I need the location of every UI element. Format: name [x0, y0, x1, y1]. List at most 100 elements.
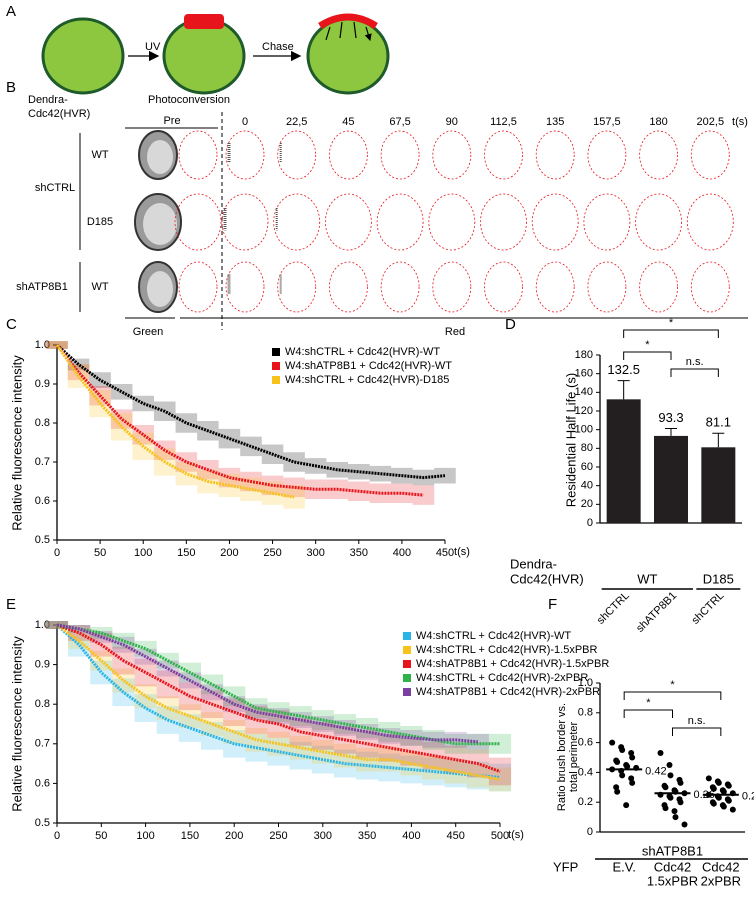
x-tick-label: 1.5xPBR	[647, 873, 698, 888]
red-outline	[639, 130, 678, 180]
red-outline	[587, 261, 627, 313]
y-axis-label: Residential Half Life (s)	[563, 373, 578, 507]
y-tick-label: 0.6	[35, 495, 50, 507]
photoconversion-label: Photoconversion	[148, 94, 230, 106]
x-tick-label: shCTRL	[595, 590, 632, 627]
x-tick-label: 0	[54, 547, 60, 559]
data-point	[629, 754, 636, 761]
y-axis-label: Relative fluorescence intensity	[9, 636, 24, 812]
panel-label: B	[6, 79, 16, 96]
y-tick-label: 0.9	[35, 659, 50, 671]
red-outline	[583, 193, 631, 251]
bar	[701, 447, 736, 523]
group-label: shATP8B1	[642, 843, 703, 858]
micrographs: 0 22,5 45 67,5 90 112,5 135 157,5 180 202,5	[134, 116, 734, 313]
y-tick-label: 120	[575, 405, 593, 417]
y-tick-label: 0	[587, 826, 593, 838]
x-tick-label: 150	[177, 547, 195, 559]
time-label: 202,5	[697, 116, 725, 128]
legend-label: W4:shCTRL + Cdc42(HVR)-2xPBR	[416, 672, 588, 684]
significance-bracket	[623, 691, 722, 700]
photoconverted-region	[184, 14, 224, 29]
y-tick-label: 0.2	[578, 796, 593, 808]
panel-label: A	[6, 3, 16, 20]
significance-label: n.s.	[688, 715, 706, 727]
green-image-inner	[143, 203, 177, 245]
y-tick-label: 0.4	[578, 766, 593, 778]
data-point	[705, 775, 712, 782]
error-bar	[665, 427, 677, 436]
significance-label: n.s.	[686, 356, 704, 368]
y-tick-label: 100	[575, 424, 593, 436]
red-outline	[178, 261, 218, 313]
data-point	[609, 739, 616, 746]
red-outline	[535, 130, 575, 180]
charts: C0.50.60.70.80.91.00 50 100 150 200 250 300 350…	[6, 316, 754, 888]
significance-bracket	[623, 329, 719, 338]
mean-label: 0.42	[645, 765, 666, 777]
legend-swatch	[403, 674, 411, 682]
red-outline	[639, 261, 678, 313]
data-point	[725, 782, 732, 789]
x-tick-label: 200	[225, 830, 243, 842]
red-outline	[535, 261, 575, 313]
channel-label: Red	[445, 326, 465, 338]
data-point	[624, 763, 631, 770]
red-outline	[480, 193, 527, 251]
x-tick-label: 50	[94, 547, 106, 559]
x-tick-label: 100	[134, 547, 152, 559]
data-point	[662, 784, 669, 791]
x-tick-label: 0	[54, 830, 60, 842]
time-label: 180	[649, 116, 667, 128]
construct-label: Cdc42(HVR)	[28, 108, 90, 120]
significance-label: *	[669, 317, 674, 329]
legend-swatch	[272, 362, 280, 370]
data-point	[619, 772, 626, 779]
time-label: 67,5	[389, 116, 410, 128]
panel-a-schematic	[41, 13, 390, 95]
x-tick-label: 250	[269, 830, 287, 842]
y-tick-label: 40	[581, 480, 593, 492]
x-tick-label: 350	[350, 547, 368, 559]
row-label: D185	[87, 216, 113, 228]
x-tick-label: E.V.	[612, 859, 635, 874]
time-label: 0	[242, 116, 248, 128]
x-tick-label: 300	[306, 547, 324, 559]
y-tick-label: 140	[575, 386, 593, 398]
y-tick-label: 20	[581, 498, 593, 510]
data-point	[613, 784, 620, 791]
red-outline	[221, 193, 269, 251]
y-tick-label: 0.5	[35, 817, 50, 829]
data-point	[710, 800, 717, 807]
data-point	[677, 799, 684, 806]
bar	[606, 399, 641, 523]
data-point	[681, 821, 688, 828]
data-point	[614, 788, 621, 795]
red-outline	[328, 130, 368, 180]
x-tick-label: 100	[136, 830, 154, 842]
green-image-inner	[147, 140, 173, 174]
data-point	[619, 747, 626, 754]
legend-label: W4:shATP8B1 + Cdc42(HVR)-1.5xPBR	[416, 658, 609, 670]
y-tick-label: 80	[581, 442, 593, 454]
data-point	[667, 772, 674, 779]
value-label: 93.3	[658, 410, 683, 425]
construct-label: Dendra-	[28, 94, 68, 106]
red-outline	[328, 261, 368, 313]
legend-label: W4:shATP8B1 + Cdc42(HVR)-2xPBR	[416, 686, 600, 698]
red-outline	[380, 130, 420, 180]
significance-label: *	[670, 679, 675, 691]
channel-label: Green	[133, 326, 164, 338]
red-outline	[273, 193, 321, 251]
x-tick-label: 500	[491, 830, 509, 842]
panel-label: F	[548, 596, 557, 613]
data-point	[666, 761, 673, 768]
time-label: 22,5	[286, 116, 307, 128]
cell	[41, 17, 125, 95]
time-label: 112,5	[490, 116, 517, 128]
x-tick-label: shCTRL	[689, 590, 726, 627]
y-axis-label: Relative fluorescence intensity	[9, 355, 24, 531]
series-line	[55, 344, 424, 497]
significance-bracket	[623, 351, 672, 360]
